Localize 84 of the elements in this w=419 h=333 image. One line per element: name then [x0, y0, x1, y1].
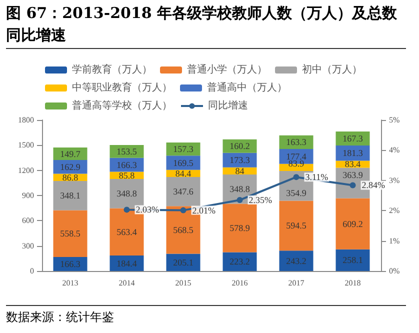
legend-label: 普通小学（万人）: [187, 64, 267, 76]
source-note: 数据来源：统计年鉴: [6, 305, 406, 326]
point: [180, 207, 186, 214]
bar: [166, 176, 200, 206]
data-label: 160.2: [230, 141, 250, 152]
data-label: 184.4: [116, 258, 138, 268]
bar: [279, 200, 314, 251]
data-label: 348.8: [116, 188, 138, 199]
data-label: 166.3: [116, 160, 138, 170]
legend-label: 普通高等学校（万人）: [72, 100, 172, 112]
data-label: 348.1: [60, 190, 80, 201]
data-label: 84.4: [175, 168, 192, 178]
data-label: 177.4: [286, 151, 307, 162]
x-tick-label: 2018: [344, 278, 361, 288]
data-label: 205.1: [173, 257, 194, 268]
y-tick-label: 1500: [18, 140, 34, 150]
point: [350, 182, 356, 188]
bar: [336, 198, 370, 250]
legend-label: 学前教育（万人）: [72, 64, 152, 76]
data-label: 558.5: [60, 228, 81, 239]
bar: [53, 180, 88, 210]
data-label: 363.9: [342, 170, 364, 180]
legend-label: 初中（万人）: [302, 64, 362, 76]
data-label: 166.3: [60, 259, 81, 270]
data-label: 594.5: [286, 220, 307, 231]
y2-tick-label: 3%: [389, 176, 400, 185]
legend-label: 同比增速: [208, 100, 248, 112]
data-label: 347.6: [173, 186, 194, 197]
data-label: 2.35%: [248, 195, 272, 206]
y2-tick-label: 5%: [389, 116, 400, 124]
data-label: 162.9: [60, 162, 81, 172]
data-label: 2.01%: [192, 205, 216, 216]
data-label: 563.4: [116, 226, 138, 237]
data-label: 3.11%: [305, 172, 329, 182]
y-tick-label: 900: [22, 191, 34, 200]
data-label: 243.2: [286, 256, 306, 266]
data-label: 85.8: [118, 170, 136, 180]
bar: [222, 204, 257, 252]
data-label: 354.9: [286, 188, 307, 198]
y2-tick-label: 1%: [389, 236, 400, 246]
data-label: 258.1: [342, 255, 363, 266]
x-tick-label: 2015: [175, 278, 192, 288]
data-label: 568.5: [173, 224, 194, 235]
data-label: 181.3: [342, 148, 364, 158]
chart-title: 图 67：2013-2018 年各级学校教师人数（万人）及总数同比增速: [6, 2, 406, 49]
point: [293, 174, 300, 180]
data-label: 348.8: [230, 184, 250, 194]
data-label: 2.84%: [362, 180, 386, 190]
y-tick-label: 1200: [18, 166, 34, 175]
bar: [166, 156, 200, 170]
data-label: 609.2: [342, 218, 363, 229]
point: [124, 206, 130, 213]
bar: [110, 179, 144, 208]
data-label: 578.9: [230, 222, 250, 233]
data-label: 167.3: [342, 133, 364, 144]
bar: [279, 250, 314, 271]
point: [236, 197, 243, 204]
x-tick-label: 2014: [118, 278, 135, 288]
y-tick-label: 300: [22, 241, 34, 250]
data-label: 83.4: [344, 159, 362, 170]
y-tick-label: 1800: [18, 116, 34, 124]
data-label: 173.3: [230, 155, 250, 166]
data-label: 86.8: [62, 172, 79, 182]
bar: [53, 210, 88, 258]
data-label: 2.03%: [136, 204, 160, 215]
y-tick-label: 0: [30, 266, 34, 276]
data-label: 153.5: [116, 146, 138, 156]
y2-tick-label: 4%: [389, 146, 400, 155]
legend-label: 普通高中（万人）: [207, 82, 287, 94]
x-tick-label: 2013: [62, 278, 78, 288]
x-tick-label: 2017: [288, 278, 304, 288]
legend-label: 中等职业教育（万人）: [72, 82, 172, 94]
data-label: 169.5: [173, 158, 194, 168]
data-label: 163.3: [286, 137, 307, 148]
y-tick-label: 600: [22, 216, 34, 226]
data-label: 223.2: [230, 256, 250, 267]
x-tick-label: 2016: [232, 278, 248, 288]
bar: [336, 249, 370, 271]
data-label: 157.3: [173, 144, 194, 154]
data-label: 149.7: [60, 148, 81, 159]
y2-tick-label: 2%: [389, 206, 400, 216]
y2-tick-label: 0%: [389, 266, 400, 276]
data-label: 84: [235, 166, 245, 176]
bar: [222, 252, 257, 271]
